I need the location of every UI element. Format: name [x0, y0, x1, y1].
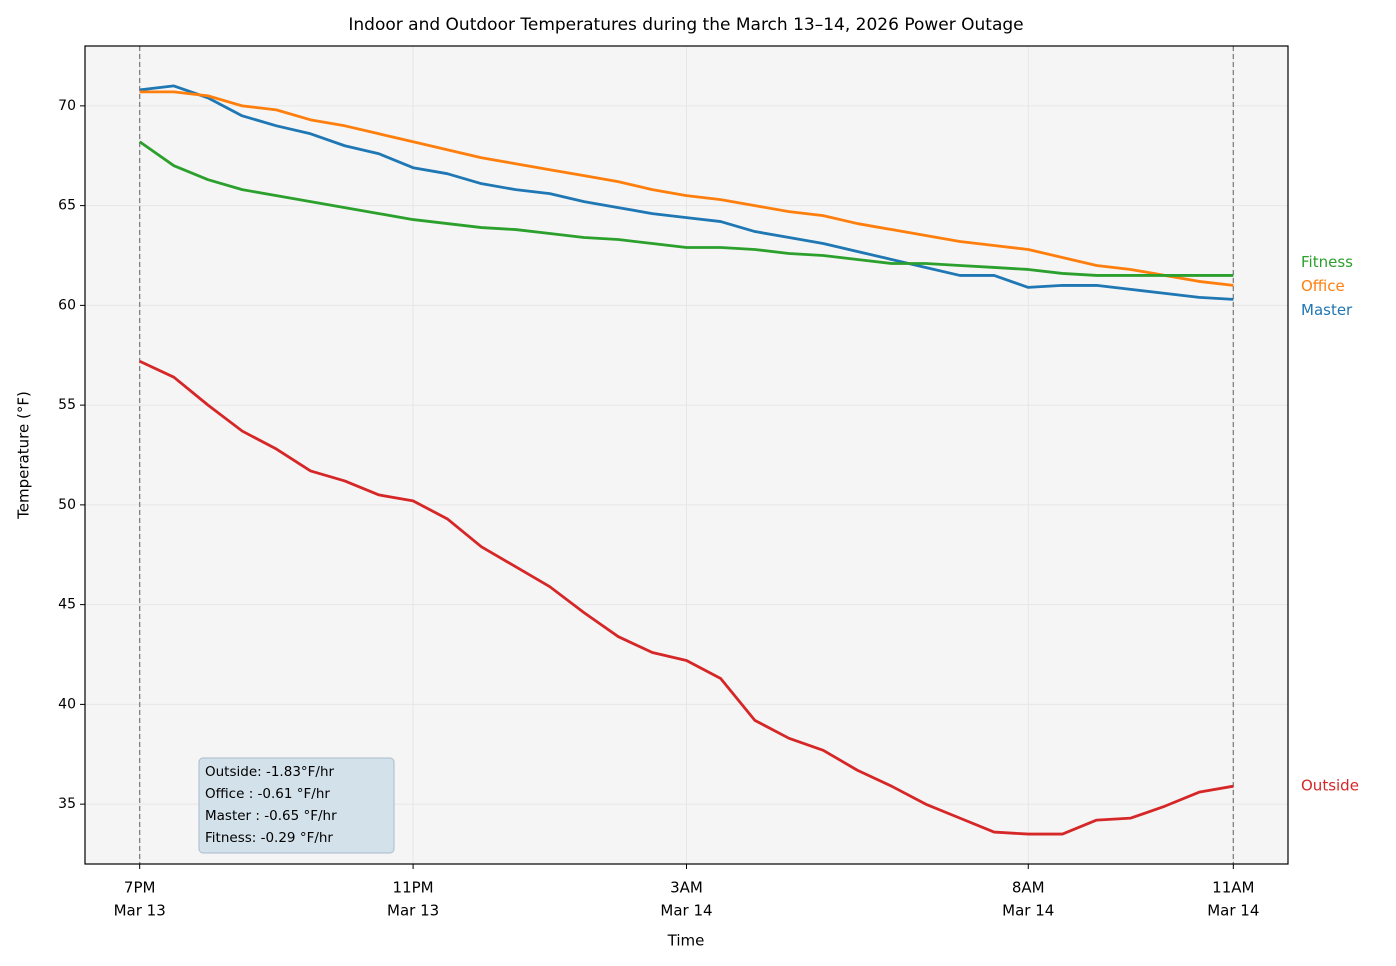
- x-axis-label: Time: [667, 932, 705, 950]
- legend-label: Master: [1301, 301, 1353, 319]
- y-tick-label: 50: [58, 497, 76, 513]
- y-tick-label: 55: [58, 397, 76, 413]
- chart-title: Indoor and Outdoor Temperatures during t…: [348, 15, 1023, 35]
- x-tick-label: Mar 14: [1207, 902, 1259, 920]
- x-tick-label: Mar 13: [114, 902, 166, 920]
- y-axis-label: Temperature (°F): [15, 391, 33, 520]
- line-series: [139, 90, 1234, 287]
- x-tick-label: Mar 13: [387, 902, 439, 920]
- x-tick-label: 8AM: [1012, 879, 1045, 897]
- x-tick-label: Mar 14: [1002, 902, 1054, 920]
- x-tick-label: 11AM: [1212, 879, 1254, 897]
- y-tick-label: 40: [58, 696, 76, 712]
- annotation-text: Office : -0.61 °F/hr: [205, 786, 330, 802]
- annotation-text: Outside: -1.83°F/hr: [205, 764, 335, 780]
- x-tick-label: 11PM: [393, 879, 434, 897]
- plot-frame: [84, 45, 1289, 865]
- y-tick-label: 65: [58, 198, 76, 214]
- legend-label: Office: [1301, 277, 1345, 295]
- y-tick-label: 60: [58, 297, 76, 313]
- y-tick-label: 70: [58, 98, 76, 114]
- x-tick-label: Mar 14: [660, 902, 712, 920]
- y-tick-label: 45: [58, 597, 76, 613]
- annotation-text: Fitness: -0.29 °F/hr: [205, 830, 333, 846]
- legend-label: Outside: [1301, 777, 1359, 795]
- annotation-text: Master : -0.65 °F/hr: [205, 808, 337, 824]
- line-series: [139, 84, 1234, 301]
- annotation-box: [198, 757, 395, 854]
- line-series: [139, 359, 1234, 836]
- line-series: [138, 140, 1234, 277]
- legend-label: Fitness: [1301, 253, 1353, 271]
- x-tick-label: 7PM: [124, 879, 156, 897]
- y-tick-label: 35: [58, 796, 76, 812]
- x-tick-label: 3AM: [670, 879, 703, 897]
